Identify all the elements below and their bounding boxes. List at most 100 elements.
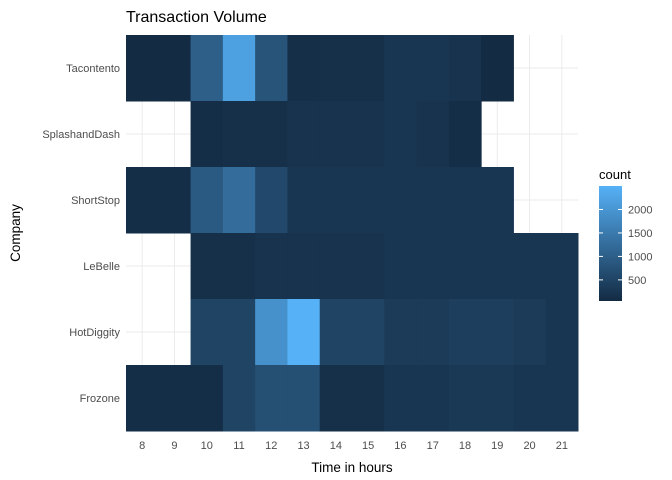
legend: count 500 1000 1500 2000 [599, 167, 652, 301]
heatmap-tile [287, 365, 321, 432]
x-tick-label: 16 [394, 440, 406, 452]
heatmap-tile [190, 299, 224, 366]
heatmap-tile [416, 299, 450, 366]
heatmap-tile [384, 167, 418, 234]
y-tick-label: Frozone [80, 393, 120, 405]
heatmap-tile [545, 233, 579, 300]
heatmap-tile [158, 35, 192, 102]
heatmap-tile [352, 299, 385, 366]
heatmap-tile [319, 101, 353, 168]
x-tick-label: 13 [297, 440, 309, 452]
legend-colorbar [599, 186, 622, 301]
heatmap-tile [222, 167, 256, 234]
heatmap-tile [158, 167, 192, 234]
heatmap-tile [448, 101, 482, 168]
y-axis-ticks: Tacontento SplashandDash ShortStop LeBelle H… [42, 63, 120, 405]
heatmap-tile [384, 233, 418, 300]
heatmap-tile [319, 299, 353, 366]
heatmap-tile [126, 167, 159, 234]
heatmap-tile [384, 365, 418, 432]
x-tick-label: 17 [427, 440, 439, 452]
heatmap-tile [513, 365, 547, 432]
heatmap-tile [481, 365, 514, 432]
y-tick-label: ShortStop [71, 195, 120, 207]
heatmap-tile [448, 35, 482, 102]
heatmap-tile [319, 35, 353, 102]
heatmap-tile [319, 233, 353, 300]
heatmap-tile [222, 299, 256, 366]
y-tick-label: SplashandDash [42, 129, 120, 141]
heatmap-tile [481, 35, 514, 102]
heatmap-tile [352, 167, 385, 234]
x-tick-label: 14 [330, 440, 342, 452]
heatmap-tile [481, 299, 514, 366]
x-tick-label: 15 [362, 440, 374, 452]
legend-title: count [599, 167, 631, 182]
legend-tick-label: 500 [628, 275, 646, 287]
heatmap-tile [481, 233, 514, 300]
heatmap-tile [352, 233, 385, 300]
heatmap-tile [158, 365, 192, 432]
heatmap-tile [384, 101, 418, 168]
heatmap-tile [384, 35, 418, 102]
heatmap-tile [222, 35, 256, 102]
heatmap-tile [545, 365, 579, 432]
x-tick-label: 18 [459, 440, 471, 452]
chart-title: Transaction Volume [126, 9, 267, 26]
heatmap-tile [448, 233, 482, 300]
x-axis-title: Time in hours [311, 460, 393, 475]
heatmap-tile [513, 233, 547, 300]
heatmap-tile [126, 35, 159, 102]
heatmap-tile [416, 35, 450, 102]
y-tick-label: LeBelle [83, 261, 120, 273]
heatmap-tile [222, 101, 256, 168]
x-axis-ticks: 8 9 10 11 12 13 14 15 16 17 18 19 20 21 [139, 440, 568, 452]
heatmap-tile [416, 233, 450, 300]
heatmap-tile [384, 299, 418, 366]
heatmap-tile [481, 167, 514, 234]
x-tick-label: 10 [201, 440, 213, 452]
heatmap-tile [190, 233, 224, 300]
x-tick-label: 19 [491, 440, 503, 452]
heatmap-tile [287, 101, 321, 168]
heatmap-tile [190, 101, 224, 168]
heatmap-tile [352, 101, 385, 168]
legend-tick-label: 1500 [628, 228, 652, 240]
heatmap-tile [352, 365, 385, 432]
heatmap-tile [287, 299, 321, 366]
heatmap-tile [352, 35, 385, 102]
x-tick-label: 21 [556, 440, 568, 452]
heatmap-tile [287, 167, 321, 234]
heatmap-tile [255, 299, 288, 366]
heatmap-tile [416, 101, 450, 168]
y-axis-title: Company [8, 204, 23, 262]
y-tick-label: HotDiggity [69, 327, 120, 339]
x-tick-label: 11 [233, 440, 244, 452]
x-tick-label: 20 [523, 440, 535, 452]
heatmap-tile [190, 365, 224, 432]
heatmap-tile [448, 299, 482, 366]
heatmap-tile [222, 233, 256, 300]
x-tick-label: 8 [139, 440, 145, 452]
heatmap-tile [255, 233, 288, 300]
heatmap-tile [222, 365, 256, 432]
heatmap-tile [190, 167, 224, 234]
x-tick-label: 12 [265, 440, 277, 452]
heatmap-tile [255, 167, 288, 234]
heatmap-tile [416, 167, 450, 234]
heatmap-tile [319, 365, 353, 432]
heatmap-tile [255, 365, 288, 432]
y-tick-label: Tacontento [66, 63, 120, 75]
heatmap-tile [126, 365, 159, 432]
x-tick-label: 9 [171, 440, 177, 452]
heatmap-tile [448, 365, 482, 432]
heatmap-tile [545, 299, 579, 366]
legend-ticks: 500 1000 1500 2000 [599, 204, 652, 287]
heatmap-tile [416, 365, 450, 432]
legend-tick-label: 1000 [628, 251, 652, 263]
heatmap-tile [287, 35, 321, 102]
heatmap-tile [255, 35, 288, 102]
heatmap-tile [287, 233, 321, 300]
heatmap-tile [448, 167, 482, 234]
